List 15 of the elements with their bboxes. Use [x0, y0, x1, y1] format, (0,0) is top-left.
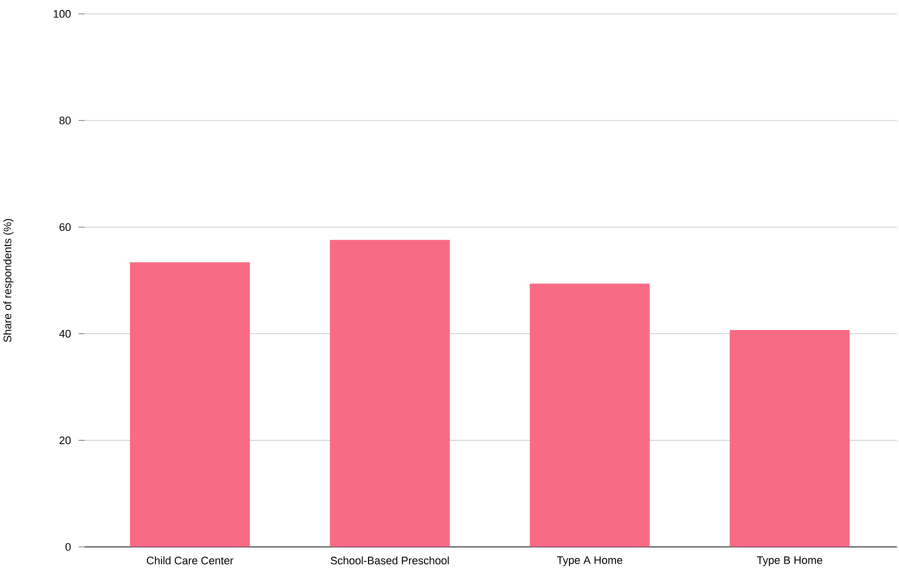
x-tick-label: Type B Home	[756, 556, 822, 566]
y-axis-title: Share of respondents (%)	[3, 219, 14, 342]
bar	[130, 262, 250, 548]
y-tick-label: 20	[60, 436, 71, 444]
y-tick-label: 0	[66, 543, 71, 551]
bar	[330, 240, 450, 548]
y-tick-label: 60	[60, 223, 71, 232]
bar	[730, 330, 850, 548]
x-tick-label: School-Based Preschool	[330, 556, 449, 565]
y-tick-label: 80	[59, 116, 71, 124]
y-tick-label: 100	[54, 10, 71, 18]
x-tick-label: Type A Home	[556, 556, 622, 566]
y-tick-label: 40	[59, 330, 71, 338]
bar	[530, 284, 650, 548]
x-tick-label: Child Care Center	[146, 556, 234, 565]
